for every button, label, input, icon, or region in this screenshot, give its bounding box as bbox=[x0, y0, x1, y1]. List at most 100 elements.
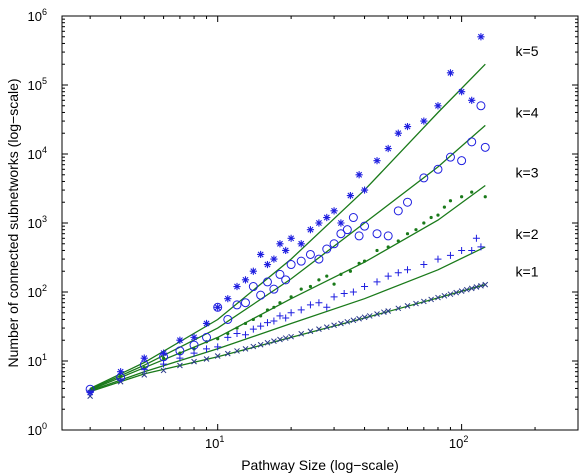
data-point bbox=[414, 228, 418, 232]
data-point bbox=[232, 300, 242, 310]
data-point bbox=[394, 269, 402, 277]
data-point bbox=[160, 360, 168, 368]
data-point bbox=[361, 314, 368, 321]
data-point bbox=[175, 346, 185, 356]
data-point bbox=[203, 345, 211, 353]
data-point bbox=[270, 255, 278, 263]
data-point bbox=[224, 295, 232, 303]
data-point bbox=[233, 330, 241, 338]
data-point bbox=[296, 256, 306, 266]
data-point bbox=[405, 232, 410, 236]
data-point bbox=[248, 282, 258, 292]
data-point bbox=[344, 318, 351, 325]
data-point bbox=[278, 301, 282, 305]
data-point bbox=[202, 332, 212, 342]
data-point bbox=[213, 302, 223, 312]
data-point bbox=[383, 231, 393, 241]
data-point bbox=[189, 340, 199, 350]
data-point bbox=[476, 101, 486, 111]
data-point bbox=[478, 282, 484, 289]
data-point bbox=[428, 296, 434, 303]
data-point bbox=[191, 358, 197, 365]
data-point bbox=[348, 213, 358, 223]
data-point bbox=[289, 295, 293, 299]
data-point bbox=[429, 215, 433, 220]
data-point bbox=[288, 333, 294, 340]
fit-curve bbox=[89, 63, 486, 390]
x-tick-label: 102 bbox=[449, 434, 468, 451]
data-point bbox=[214, 303, 222, 311]
curve-label: k=4 bbox=[516, 104, 539, 120]
data-point bbox=[117, 368, 125, 376]
data-point bbox=[276, 312, 284, 320]
data-point bbox=[276, 240, 284, 248]
data-point bbox=[403, 197, 413, 207]
data-point bbox=[403, 122, 412, 131]
data-point bbox=[350, 317, 357, 324]
curve-label: k=3 bbox=[516, 164, 539, 180]
data-point bbox=[458, 88, 466, 96]
data-point bbox=[360, 186, 369, 194]
data-point bbox=[322, 244, 332, 254]
data-point bbox=[385, 308, 392, 314]
y-tick-label: 102 bbox=[28, 283, 47, 300]
data-point bbox=[393, 206, 403, 216]
data-point bbox=[263, 260, 272, 269]
data-point bbox=[330, 207, 338, 215]
data-point bbox=[190, 349, 198, 357]
data-point bbox=[360, 221, 370, 231]
data-point bbox=[413, 300, 419, 307]
data-point bbox=[178, 351, 182, 355]
data-point bbox=[325, 274, 329, 278]
data-point bbox=[316, 326, 322, 332]
data-point bbox=[240, 298, 250, 308]
data-point bbox=[375, 248, 379, 253]
y-tick-label: 100 bbox=[28, 421, 47, 438]
y-tick-label: 104 bbox=[28, 145, 47, 162]
data-point bbox=[420, 298, 427, 305]
data-point bbox=[404, 266, 412, 274]
curve-label: k=5 bbox=[516, 43, 539, 59]
data-point bbox=[373, 278, 381, 286]
data-point bbox=[257, 341, 264, 348]
data-point bbox=[366, 313, 373, 319]
data-point bbox=[362, 259, 367, 263]
x-tick-label: 101 bbox=[205, 434, 224, 451]
data-point bbox=[241, 331, 249, 339]
data-point bbox=[381, 309, 387, 316]
data-point bbox=[446, 251, 454, 259]
data-point bbox=[241, 276, 250, 284]
data-point bbox=[160, 367, 167, 374]
data-point bbox=[271, 338, 277, 344]
data-point bbox=[315, 299, 323, 307]
data-point bbox=[394, 129, 402, 137]
data-point bbox=[176, 354, 184, 362]
fit-curves bbox=[89, 63, 486, 393]
data-point bbox=[263, 319, 271, 327]
x-axis-title: Pathway Size (log−scale) bbox=[241, 457, 399, 473]
data-point bbox=[372, 229, 382, 239]
axis-tick-labels: 100 101 102 103 104 105 106 101 102 bbox=[28, 7, 469, 451]
data-point bbox=[297, 306, 305, 314]
data-point bbox=[223, 314, 233, 324]
axis-ticks bbox=[62, 15, 579, 431]
data-point bbox=[323, 303, 331, 311]
data-point bbox=[256, 290, 266, 300]
data-point bbox=[357, 261, 361, 265]
data-point bbox=[349, 288, 357, 296]
data-point bbox=[435, 294, 441, 301]
data-point bbox=[457, 156, 467, 166]
data-point bbox=[463, 286, 470, 293]
data-point bbox=[259, 314, 263, 318]
data-point bbox=[141, 371, 148, 378]
data-point bbox=[251, 317, 255, 322]
data-point bbox=[434, 102, 442, 110]
data-point bbox=[480, 142, 490, 152]
data-point bbox=[477, 243, 485, 251]
data-point bbox=[269, 284, 279, 294]
data-point bbox=[483, 195, 487, 199]
data-point bbox=[396, 239, 400, 243]
data-point bbox=[384, 144, 392, 153]
data-point bbox=[458, 246, 466, 254]
data-point bbox=[384, 272, 392, 280]
